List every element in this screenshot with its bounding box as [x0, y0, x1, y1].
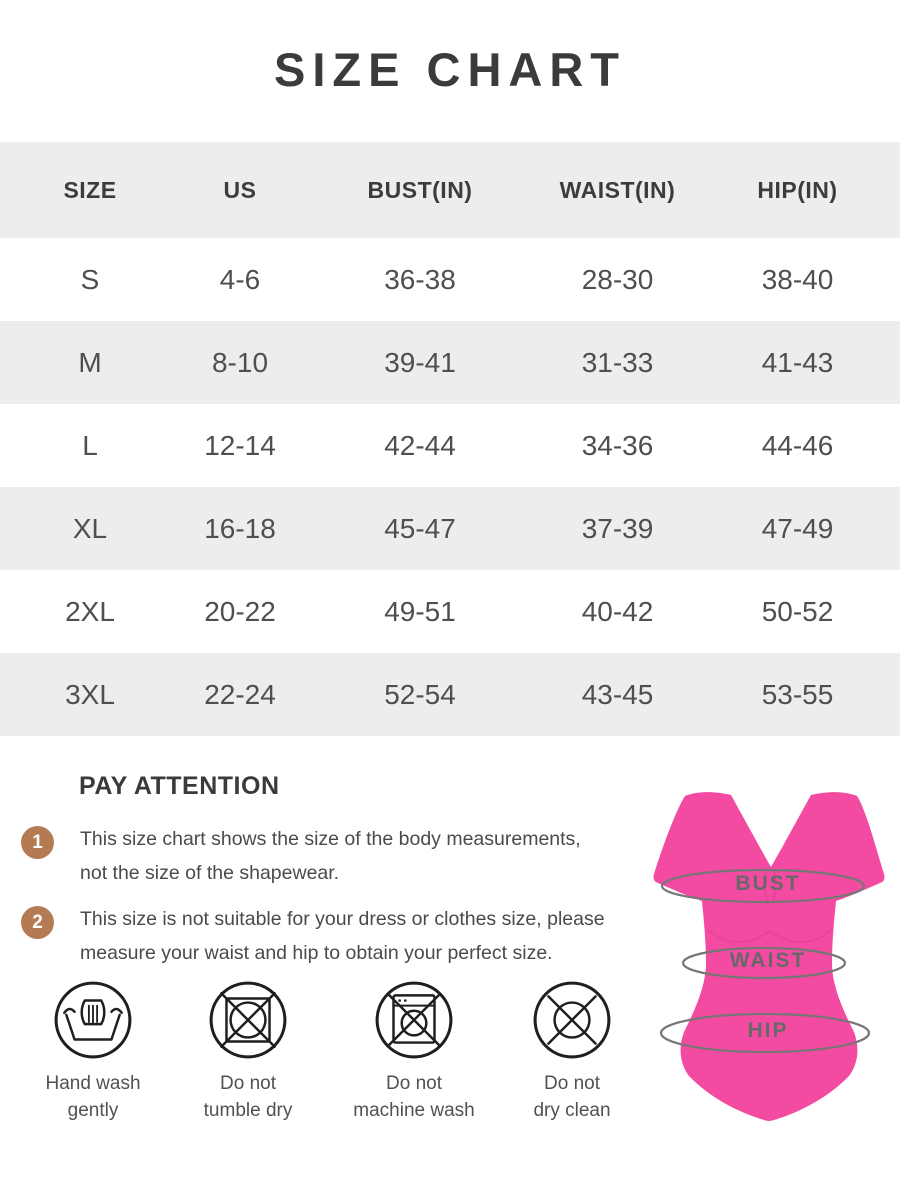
- table-row: XL 16-18 45-47 37-39 47-49: [0, 487, 900, 570]
- do-not-dry-clean-icon: [490, 979, 654, 1061]
- column-header-waist: WAIST(IN): [559, 176, 676, 203]
- waist-measure-line: [681, 946, 847, 980]
- note-item-2: 2 This size is not suitable for your dre…: [21, 902, 660, 970]
- note-line: measure your waist and hip to obtain you…: [80, 942, 553, 964]
- page-title: SIZE CHART: [274, 43, 626, 96]
- cell-bust: 36-38: [384, 263, 456, 295]
- table-row: S 4-6 36-38 28-30 38-40: [0, 238, 900, 321]
- care-item-do-not-dry-clean: Do not dry clean: [490, 979, 654, 1124]
- bust-label: BUST: [735, 872, 800, 895]
- pay-attention-heading: PAY ATTENTION: [79, 772, 280, 800]
- cell-waist: 34-36: [581, 429, 654, 461]
- cell-waist: 40-42: [581, 595, 654, 627]
- cell-size: L: [82, 429, 98, 461]
- cell-hip: 53-55: [761, 678, 834, 710]
- care-label: Do not dry clean: [533, 1073, 611, 1121]
- note-text: This size chart shows the size of the bo…: [80, 822, 660, 890]
- hip-measure-line: [659, 1012, 871, 1054]
- table-row: M 8-10 39-41 31-33 41-43: [0, 321, 900, 404]
- cell-size: S: [80, 263, 100, 295]
- bodysuit-measurement-figure: BUST WAIST HIP: [628, 780, 894, 1136]
- do-not-tumble-dry-icon: [166, 979, 330, 1061]
- do-not-machine-wash-icon: [332, 979, 496, 1061]
- cell-bust: 52-54: [384, 678, 456, 710]
- note-number-badge: 1: [21, 826, 54, 859]
- cell-us: 16-18: [204, 512, 276, 544]
- table-row: L 12-14 42-44 34-36 44-46: [0, 404, 900, 487]
- cell-us: 8-10: [211, 346, 269, 378]
- table-row: 2XL 20-22 49-51 40-42 50-52: [0, 570, 900, 653]
- note-item-1: 1 This size chart shows the size of the …: [21, 822, 660, 890]
- cell-us: 22-24: [204, 678, 276, 710]
- note-text: This size is not suitable for your dress…: [80, 902, 660, 970]
- cell-hip: 41-43: [761, 346, 834, 378]
- cell-hip: 44-46: [761, 429, 834, 461]
- waist-label: WAIST: [730, 949, 807, 972]
- cell-hip: 38-40: [761, 263, 834, 295]
- hand-wash-icon: [11, 979, 175, 1061]
- care-label: Do not machine wash: [353, 1073, 475, 1121]
- care-item-do-not-machine-wash: Do not machine wash: [332, 979, 496, 1124]
- care-label: Do not tumble dry: [203, 1073, 293, 1121]
- table-row: 3XL 22-24 52-54 43-45 53-55: [0, 653, 900, 736]
- cell-bust: 45-47: [384, 512, 456, 544]
- cell-us: 12-14: [204, 429, 276, 461]
- size-table: SIZE US BUST(IN) WAIST(IN) HIP(IN) S 4-6…: [0, 142, 900, 736]
- bust-measure-line: [660, 868, 866, 904]
- cell-size: 2XL: [65, 595, 115, 627]
- cell-waist: 37-39: [581, 512, 654, 544]
- column-header-size: SIZE: [63, 176, 117, 203]
- care-item-hand-wash: Hand wash gently: [11, 979, 175, 1124]
- column-header-hip: HIP(IN): [757, 176, 838, 203]
- cell-us: 20-22: [204, 595, 276, 627]
- cell-us: 4-6: [219, 263, 261, 295]
- cell-bust: 49-51: [384, 595, 456, 627]
- note-number-badge: 2: [21, 906, 54, 939]
- note-line: not the size of the shapewear.: [80, 862, 340, 884]
- note-line: This size chart shows the size of the bo…: [80, 828, 581, 850]
- column-header-bust: BUST(IN): [367, 176, 473, 203]
- cell-waist: 31-33: [581, 346, 654, 378]
- cell-bust: 42-44: [384, 429, 456, 461]
- note-line: This size is not suitable for your dress…: [80, 908, 605, 930]
- cell-bust: 39-41: [384, 346, 456, 378]
- cell-hip: 50-52: [761, 595, 834, 627]
- cell-size: XL: [72, 512, 108, 544]
- hip-label: HIP: [747, 1019, 788, 1042]
- cell-waist: 43-45: [581, 678, 654, 710]
- care-label: Hand wash gently: [45, 1073, 141, 1121]
- table-header-row: SIZE US BUST(IN) WAIST(IN) HIP(IN): [0, 142, 900, 238]
- cell-size: 3XL: [65, 678, 115, 710]
- column-header-us: US: [223, 176, 257, 203]
- care-item-do-not-tumble-dry: Do not tumble dry: [166, 979, 330, 1124]
- cell-waist: 28-30: [581, 263, 654, 295]
- cell-size: M: [78, 346, 102, 378]
- cell-hip: 47-49: [761, 512, 834, 544]
